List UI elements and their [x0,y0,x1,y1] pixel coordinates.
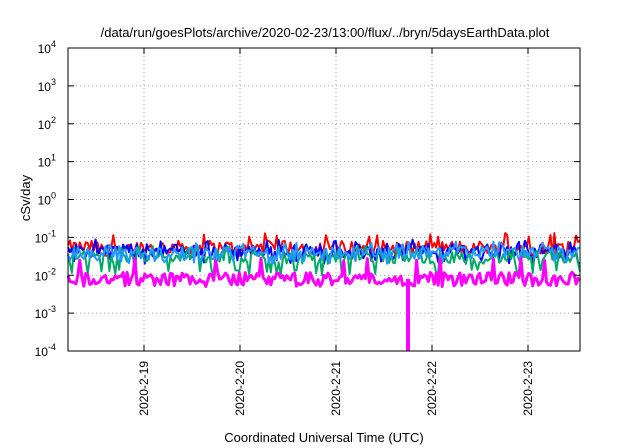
y-tick-label: 101 [38,153,56,170]
series-line [66,256,582,288]
x-tick-label: 2020-2-21 [329,361,343,416]
y-tick-label: 102 [38,115,56,132]
chart-title: /data/run/goesPlots/archive/2020-02-23/1… [101,25,550,40]
y-tick-label: 10-1 [35,228,56,245]
x-tick-label: 2020-2-20 [233,361,247,416]
x-tick-label: 2020-2-22 [425,361,439,416]
x-tick-label: 2020-2-19 [137,361,151,416]
series-layer [66,232,582,351]
x-axis-label: Coordinated Universal Time (UTC) [224,430,423,445]
y-tick-label: 10-2 [35,266,56,283]
y-tick-label: 100 [38,191,56,208]
series-line [67,240,581,265]
y-tick-label: 10-3 [35,304,56,321]
grid [68,48,580,351]
x-tick-label: 2020-2-23 [521,361,535,416]
y-axis-label: cSv/day [18,174,33,221]
y-axis: 104 103 102 101 100 10-1 10-2 10-3 10-4 [35,39,580,359]
y-tick-label: 10-4 [35,342,56,359]
y-tick-label: 104 [38,39,56,56]
y-tick-label: 103 [38,77,56,94]
x-axis: 2020-2-19 2020-2-20 2020-2-21 2020-2-22 2020… [137,48,535,416]
